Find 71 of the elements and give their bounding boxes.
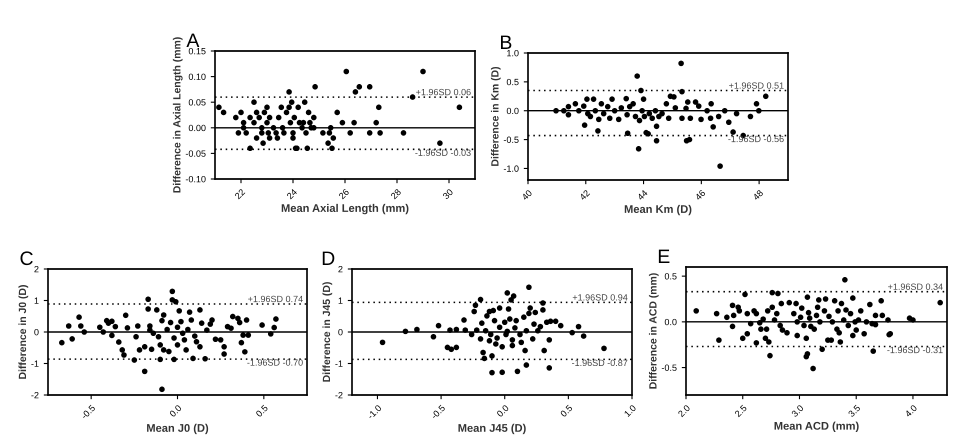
y-tick-label: 2 [338, 266, 343, 272]
y-tick-label: 0.5 [664, 273, 677, 280]
chart-title: B [500, 36, 512, 49]
ref-line-label: -1.96SD -0.03 [415, 150, 471, 156]
x-axis-title: Mean Km (D) [624, 204, 692, 216]
x-tick-label: 0.0 [169, 404, 182, 418]
x-tick-label: 26 [338, 188, 350, 200]
ref-line-label: -1.96SD -0.56 [728, 136, 784, 142]
chart-title: A [186, 34, 200, 47]
x-tick-label: 24 [286, 188, 298, 200]
y-tick-label: -1 [335, 360, 343, 367]
y-tick-label: 0.10 [188, 74, 206, 80]
x-tick-label: 1.0 [624, 404, 636, 418]
ref-line-label: +1.96SD 0.34 [888, 284, 943, 290]
ref-line-label: -1.96SD -0.70 [247, 359, 303, 366]
y-tick-label: -2 [31, 392, 39, 398]
y-tick-label: 1 [34, 298, 39, 304]
x-tick-label: 28 [390, 188, 402, 200]
x-tick-label: -0.5 [80, 404, 96, 420]
ref-line-label: +1.96SD 0.06 [416, 88, 471, 96]
chart-title: D [322, 252, 334, 265]
x-tick-label: 46 [694, 189, 706, 201]
y-tick-label: -1.0 [504, 165, 519, 172]
y-axis-title: Difference in J0 (D) [18, 285, 28, 379]
x-tick-label: 2.5 [734, 404, 748, 418]
x-tick-label: 3.5 [848, 404, 861, 418]
x-tick-label: 3.0 [791, 404, 804, 418]
x-axis-title: Mean ACD (mm) [774, 422, 859, 432]
y-tick-label: -0.5 [662, 364, 677, 371]
x-axis-title: Mean J45 (D) [458, 424, 526, 434]
y-tick-label: 2 [34, 266, 39, 272]
chart-title: C [20, 251, 33, 266]
y-tick-label: -2 [335, 392, 343, 398]
y-tick-label: 0 [338, 328, 343, 336]
y-tick-label: 0.15 [188, 48, 206, 54]
chart-title: E [658, 250, 670, 263]
ref-line-label: +1.96SD 0.51 [729, 82, 784, 89]
y-tick-label: 1.0 [507, 50, 519, 56]
x-tick-label: 0.5 [560, 404, 573, 418]
y-tick-label: 0.0 [664, 318, 677, 326]
ref-line-label: -1.96SD -0.87 [572, 360, 628, 366]
y-tick-label: -1 [31, 360, 39, 367]
y-tick-label: -0.05 [186, 150, 206, 157]
y-tick-label: -0.5 [504, 136, 519, 143]
x-tick-label: 44 [636, 189, 648, 201]
y-tick-label: 0.0 [506, 108, 519, 114]
x-tick-label: -1.0 [366, 404, 382, 420]
x-tick-label: 40 [521, 189, 532, 201]
y-axis-title: Difference in Km (D) [490, 66, 501, 166]
y-tick-label: 0 [34, 328, 39, 336]
x-tick-label: 48 [752, 189, 764, 201]
y-axis-title: Difference in ACD (mm) [648, 273, 659, 389]
ref-line-label: -1.96SD -0.31 [887, 346, 943, 354]
x-tick-label: 2.0 [678, 404, 690, 418]
ref-line-label: +1.96SD 0.74 [248, 296, 303, 302]
x-tick-label: 4.0 [904, 404, 918, 418]
y-tick-label: -0.10 [186, 176, 206, 182]
y-tick-label: 0.5 [506, 78, 519, 86]
y-tick-label: 1 [338, 298, 343, 304]
x-tick-label: -0.5 [430, 404, 446, 420]
x-tick-label: 0.5 [255, 404, 268, 418]
x-tick-label: 22 [234, 188, 246, 200]
x-axis-title: Mean J0 (D) [147, 424, 208, 434]
y-axis-title: Difference in J45 (D) [322, 282, 332, 382]
x-axis-title: Mean Axial Length (mm) [282, 204, 408, 214]
y-tick-label: 0.00 [188, 124, 206, 132]
x-tick-label: 30 [442, 188, 454, 200]
y-tick-label: 0.05 [188, 99, 206, 106]
ref-line-label: +1.96SD 0.94 [572, 294, 628, 301]
x-tick-label: 42 [578, 190, 590, 201]
y-axis-title: Difference in Axial Length (mm) [172, 37, 183, 193]
